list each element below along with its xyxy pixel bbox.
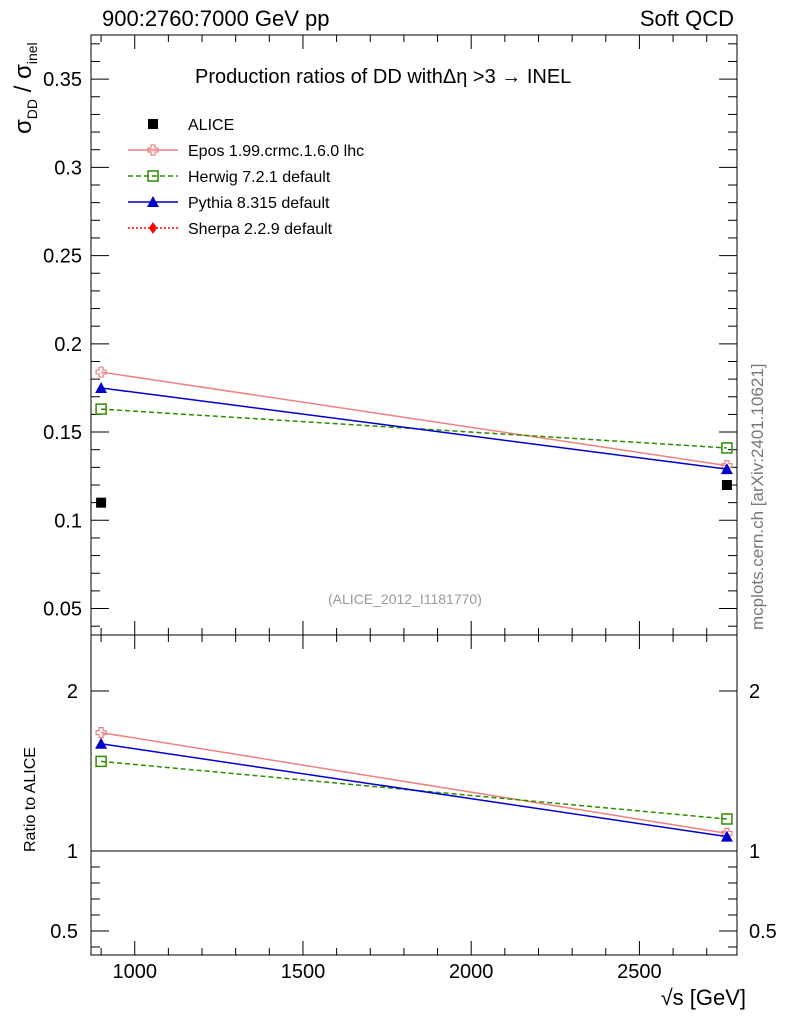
y-tick-label-main: 0.15 — [43, 422, 82, 444]
y-tick-label-main: 0.25 — [43, 246, 82, 268]
legend: ALICE Epos 1.99.crmc.1.6.0 lhc Herwig 7.2.… — [128, 117, 364, 238]
series-3 — [95, 381, 733, 842]
marker-triangle — [720, 463, 733, 475]
legend-entry: ALICE — [148, 117, 234, 134]
x-tick-label: 2500 — [617, 961, 662, 983]
ratio-plot-frame — [90, 634, 738, 956]
legend-label: Epos 1.99.crmc.1.6.0 lhc — [188, 143, 364, 160]
marker-open-cross — [95, 366, 107, 378]
series-line-ratio — [100, 731, 728, 835]
series-line-main — [100, 387, 728, 470]
header-right: Soft QCD — [639, 6, 734, 31]
y-tick-label-ratio-right: 0.5 — [749, 921, 777, 943]
marker-open-square — [721, 442, 733, 454]
marker-open-cross — [147, 144, 159, 156]
marker-square — [721, 480, 732, 490]
y-tick-label-ratio-left: 0.5 — [50, 921, 78, 943]
chart-title: Production ratios of DD withΔη >3 → INEL — [195, 66, 572, 88]
series-layer — [95, 366, 733, 842]
y-tick-label-main: 0.35 — [43, 69, 82, 91]
marker-open-square — [147, 170, 159, 182]
marker-triangle — [95, 737, 108, 749]
series-line-ratio — [100, 743, 728, 838]
legend-label: Herwig 7.2.1 default — [188, 169, 331, 186]
legend-entry: Herwig 7.2.1 default — [128, 169, 331, 186]
marker-open-cross — [95, 727, 107, 739]
x-tick-label: 1500 — [281, 961, 326, 983]
y-tick-label-ratio-left: 2 — [67, 681, 78, 703]
y-tick-label-ratio-right: 1 — [749, 841, 760, 863]
y-tick-label-ratio-right: 2 — [749, 681, 760, 703]
marker-triangle — [147, 196, 159, 207]
series-2 — [95, 403, 733, 825]
marker-triangle — [95, 381, 108, 393]
marker-diamond — [149, 222, 157, 234]
legend-label: Pythia 8.315 default — [188, 195, 330, 212]
series-1 — [95, 366, 733, 839]
header-left: 900:2760:7000 GeV pp — [102, 6, 330, 31]
y-tick-label-main: 0.2 — [54, 334, 82, 356]
y-tick-label-main: 0.1 — [54, 510, 82, 532]
legend-label: Sherpa 2.2.9 default — [188, 221, 333, 238]
axis-tick-labels: 1000 1500 2000 2500 0.05 0.1 0.15 0.2 0.25 0.3 0.3… — [43, 69, 777, 983]
y-tick-label-ratio-left: 1 — [67, 841, 78, 863]
axis-ticks — [91, 35, 737, 955]
legend-label: ALICE — [188, 117, 234, 134]
series-0 — [96, 480, 732, 508]
x-tick-label: 2000 — [449, 961, 494, 983]
x-tick-label: 1000 — [112, 961, 157, 983]
legend-entry: Sherpa 2.2.9 default — [128, 221, 333, 238]
marker-open-square — [721, 813, 733, 825]
source-label: (ALICE_2012_I1181770) — [328, 591, 482, 607]
marker-open-square — [95, 403, 107, 415]
legend-entry: Pythia 8.315 default — [128, 195, 330, 212]
x-axis-label: √s [GeV] — [660, 985, 746, 1010]
marker-square — [96, 497, 107, 508]
marker-open-square — [95, 755, 107, 768]
y-tick-label-main: 0.3 — [54, 157, 82, 179]
marker-square — [148, 119, 158, 129]
y-tick-label-main: 0.05 — [43, 599, 82, 621]
series-line-main — [100, 371, 728, 467]
marker-triangle — [720, 830, 733, 842]
legend-entry: Epos 1.99.crmc.1.6.0 lhc — [128, 143, 364, 160]
